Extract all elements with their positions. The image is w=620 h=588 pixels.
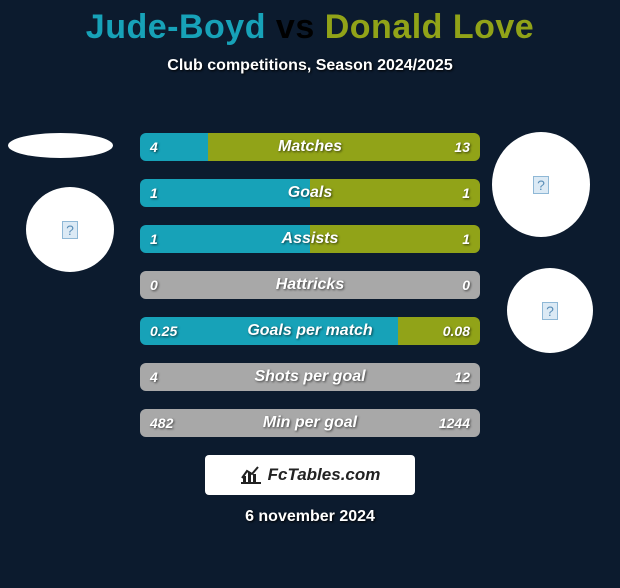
- stat-label: Assists: [140, 225, 480, 253]
- right-player-photo: ?: [492, 132, 590, 237]
- placeholder-icon: ?: [62, 221, 78, 239]
- left-player-ellipse: [8, 133, 113, 158]
- player-right-name: Donald Love: [325, 8, 535, 46]
- subtitle: Club competitions, Season 2024/2025: [0, 57, 620, 75]
- stat-row: 00Hattricks: [140, 271, 480, 299]
- page-title: Jude-Boyd vs Donald Love: [0, 8, 620, 47]
- stat-label: Hattricks: [140, 271, 480, 299]
- date-label: 6 november 2024: [0, 508, 620, 526]
- brand-badge: FcTables.com: [205, 455, 415, 495]
- stat-row: 412Shots per goal: [140, 363, 480, 391]
- brand-text: FcTables.com: [268, 465, 381, 485]
- player-left-name: Jude-Boyd: [86, 8, 266, 46]
- placeholder-icon: ?: [533, 176, 549, 194]
- stat-row: 413Matches: [140, 133, 480, 161]
- stat-label: Matches: [140, 133, 480, 161]
- placeholder-icon: ?: [542, 302, 558, 320]
- stat-row: 11Goals: [140, 179, 480, 207]
- stat-label: Goals per match: [140, 317, 480, 345]
- stat-row: 11Assists: [140, 225, 480, 253]
- vs-separator: vs: [266, 8, 325, 46]
- comparison-bars: 413Matches 11Goals 11Assists 00Hattricks 0.2…: [140, 133, 480, 455]
- stat-row: 0.250.08Goals per match: [140, 317, 480, 345]
- stat-label: Goals: [140, 179, 480, 207]
- stat-label: Min per goal: [140, 409, 480, 437]
- chart-icon: [240, 466, 262, 484]
- right-club-badge: ?: [507, 268, 593, 353]
- stat-label: Shots per goal: [140, 363, 480, 391]
- stat-row: 4821244Min per goal: [140, 409, 480, 437]
- left-club-badge: ?: [26, 187, 114, 272]
